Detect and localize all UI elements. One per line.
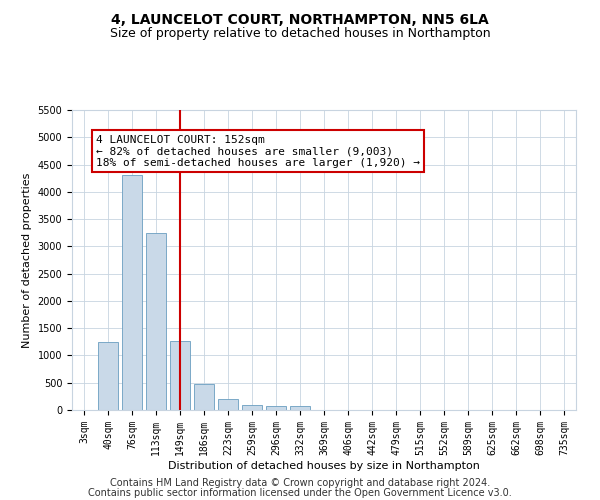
Bar [122,176,142,410]
X-axis label: Distribution of detached houses by size in Northampton: Distribution of detached houses by size … [168,460,480,470]
Bar [194,384,214,410]
Bar [242,404,262,410]
Bar [290,406,310,410]
Text: Contains public sector information licensed under the Open Government Licence v3: Contains public sector information licen… [88,488,512,498]
Text: Contains HM Land Registry data © Crown copyright and database right 2024.: Contains HM Land Registry data © Crown c… [110,478,490,488]
Bar [218,398,238,410]
Bar [98,342,118,410]
Y-axis label: Number of detached properties: Number of detached properties [22,172,32,348]
Text: 4, LAUNCELOT COURT, NORTHAMPTON, NN5 6LA: 4, LAUNCELOT COURT, NORTHAMPTON, NN5 6LA [111,12,489,26]
Bar [146,232,166,410]
Text: Size of property relative to detached houses in Northampton: Size of property relative to detached ho… [110,28,490,40]
Bar [170,340,190,410]
Text: 4 LAUNCELOT COURT: 152sqm
← 82% of detached houses are smaller (9,003)
18% of se: 4 LAUNCELOT COURT: 152sqm ← 82% of detac… [96,134,420,168]
Bar [266,406,286,410]
